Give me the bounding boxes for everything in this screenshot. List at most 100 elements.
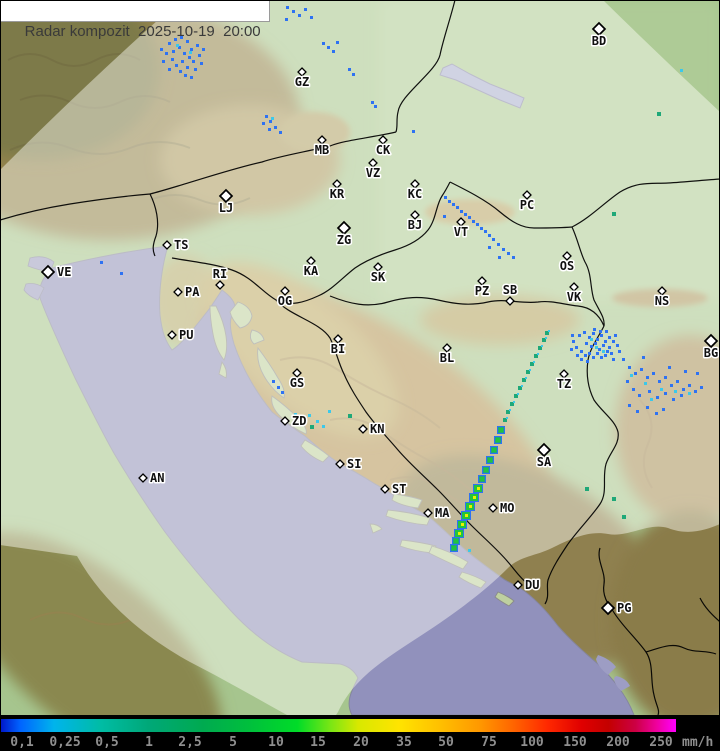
station-diamond-icon <box>559 369 569 379</box>
legend-tick: 35 <box>396 735 412 750</box>
station-marker-PG: PG <box>600 600 633 617</box>
station-marker-MA: MA <box>423 505 452 522</box>
terrain-ridges <box>7 53 251 206</box>
station-diamond-icon <box>368 158 378 168</box>
intensity-scale-bar <box>0 719 676 732</box>
pannonia-plain <box>380 0 720 300</box>
station-label: PG <box>617 601 631 615</box>
intensity-legend: 0,1 0,25 0,5 1 2,5 5 10 15 20 35 50 75 100 150 200 250 … <box>0 715 720 751</box>
station-marker-OG: OG <box>276 286 294 310</box>
station-diamond-icon <box>477 276 487 286</box>
station-marker-ST: ST <box>380 481 408 498</box>
station-label: KA <box>304 264 319 278</box>
station-marker-VZ: VZ <box>364 158 382 182</box>
terrain-ridges-dinaric <box>29 356 653 626</box>
station-marker-ZD: ZD <box>280 413 308 430</box>
station-diamond-icon <box>317 135 327 145</box>
station-diamond-icon <box>378 135 388 145</box>
station-marker-KA: KA <box>302 256 320 280</box>
station-diamond-icon <box>215 280 225 290</box>
station-diamond-icon <box>423 508 433 518</box>
legend-tick: 200 <box>606 735 630 750</box>
station-label: DU <box>525 578 539 592</box>
station-marker-KC: KC <box>406 179 424 203</box>
station-marker-MB: MB <box>313 135 331 159</box>
station-diamond-icon <box>380 484 390 494</box>
radar-echo-layer <box>100 6 703 552</box>
station-diamond-icon <box>569 282 579 292</box>
legend-tick: 0,25 <box>49 735 81 750</box>
station-marker-SB: SB <box>501 282 519 306</box>
station-diamond-icon <box>600 600 616 616</box>
station-label: TZ <box>557 377 571 391</box>
station-diamond-icon <box>657 286 667 296</box>
station-label: BD <box>592 34 606 48</box>
station-marker-KR: KR <box>328 179 346 203</box>
station-label: PA <box>185 285 200 299</box>
station-label: MB <box>315 143 329 157</box>
station-diamond-icon <box>410 179 420 189</box>
legend-unit-label: mm/h <box>682 735 714 750</box>
station-marker-VE: VE <box>40 264 73 281</box>
station-label: BJ <box>408 218 422 232</box>
station-diamond-icon <box>138 473 148 483</box>
station-diamond-icon <box>333 334 343 344</box>
station-marker-PA: PA <box>173 284 202 301</box>
legend-tick: 10 <box>268 735 284 750</box>
radar-coverage-area <box>0 0 720 715</box>
station-diamond-icon <box>703 333 719 349</box>
station-diamond-icon <box>373 262 383 272</box>
station-label: KC <box>408 187 422 201</box>
station-diamond-icon <box>505 296 515 306</box>
station-label: TS <box>174 238 188 252</box>
station-label: VZ <box>366 166 380 180</box>
station-diamond-icon <box>167 330 177 340</box>
station-marker-LJ: LJ <box>217 188 235 217</box>
station-label: BI <box>331 342 345 356</box>
station-marker-DU: DU <box>513 577 541 594</box>
station-label: PU <box>179 328 193 342</box>
station-label: ZG <box>337 233 351 247</box>
legend-tick: 0,1 <box>10 735 34 750</box>
title-bar: Radar kompozit 2025-10-19 20:00 <box>0 0 270 40</box>
station-marker-KN: KN <box>358 421 386 438</box>
legend-tick: 5 <box>229 735 237 750</box>
station-label: NS <box>655 294 669 308</box>
station-marker-PZ: PZ <box>473 276 491 300</box>
station-label: SK <box>371 270 386 284</box>
legend-tick: 50 <box>438 735 454 750</box>
adriatic-islands <box>209 301 515 607</box>
station-label: VT <box>454 225 468 239</box>
station-label: BL <box>440 351 454 365</box>
station-diamond-icon <box>442 343 452 353</box>
station-label: AN <box>150 471 164 485</box>
station-marker-layer: BD GZ MB CK VZ KR KC LJ BJ PC VT ZG TS OS VE RI KA SK PA OG… <box>40 21 720 617</box>
station-diamond-icon <box>488 503 498 513</box>
station-marker-VT: VT <box>452 217 470 241</box>
station-marker-OS: OS <box>558 251 576 275</box>
station-marker-TZ: TZ <box>555 369 573 393</box>
station-label: VK <box>567 290 582 304</box>
station-label: PC <box>520 198 534 212</box>
station-diamond-icon <box>536 442 552 458</box>
station-marker-PU: PU <box>167 327 195 344</box>
legend-tick: 1 <box>145 735 153 750</box>
station-label: GZ <box>295 75 309 89</box>
station-label: LJ <box>219 201 233 215</box>
station-diamond-icon <box>280 416 290 426</box>
station-diamond-icon <box>456 217 466 227</box>
station-marker-MO: MO <box>488 500 516 517</box>
station-diamond-icon <box>591 21 607 37</box>
station-label: PZ <box>475 284 489 298</box>
station-marker-TS: TS <box>162 237 190 254</box>
legend-tick: 2,5 <box>178 735 202 750</box>
station-diamond-icon <box>358 424 368 434</box>
station-label: SA <box>537 455 552 469</box>
station-diamond-icon <box>162 240 172 250</box>
station-marker-BD: BD <box>590 21 608 50</box>
station-diamond-icon <box>522 190 532 200</box>
station-marker-SK: SK <box>369 262 387 286</box>
station-label: MA <box>435 506 450 520</box>
station-label: BG <box>704 346 718 360</box>
